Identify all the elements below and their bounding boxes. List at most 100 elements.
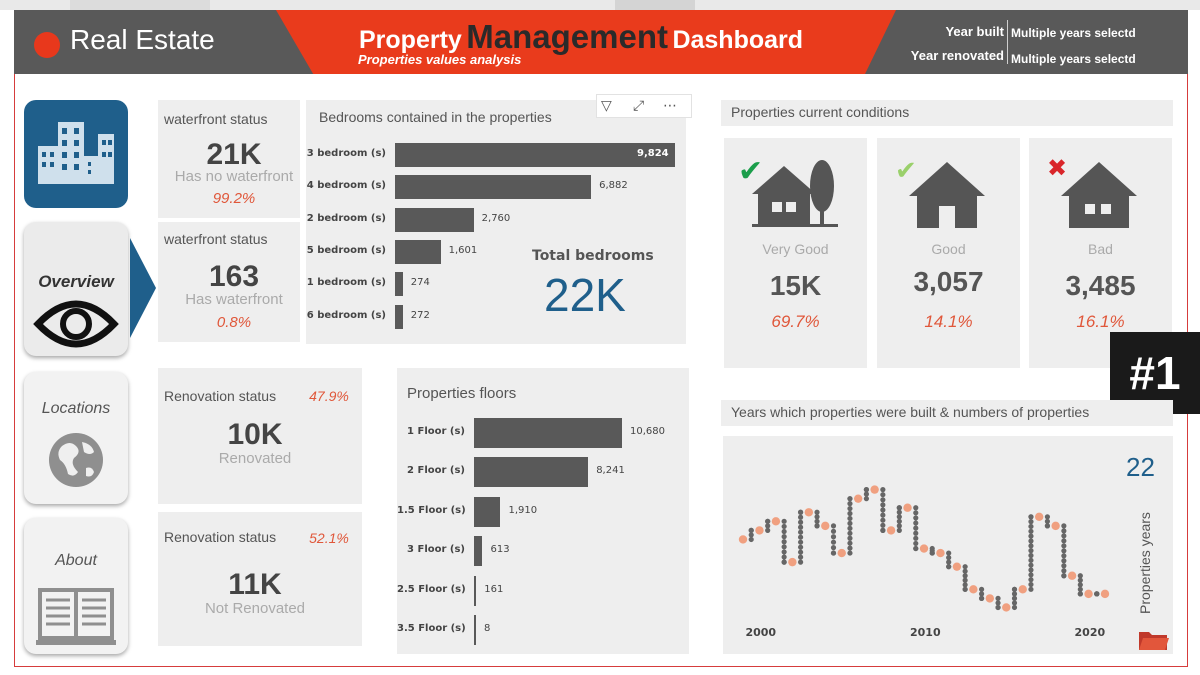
trail-dot [880, 512, 886, 518]
bar[interactable] [474, 575, 477, 606]
waterfront-yes-pct: 0.8% [216, 314, 252, 331]
bar[interactable] [395, 143, 675, 167]
trail-dot [913, 505, 919, 511]
condition-very-good-label: Very Good [762, 241, 829, 257]
home-tile[interactable] [24, 100, 128, 208]
trail-dot [748, 536, 754, 543]
book-icon [36, 588, 116, 645]
data-point[interactable] [1018, 585, 1027, 594]
data-point[interactable] [919, 544, 929, 553]
condition-very-good-card: ✔ Very Good 15K 69.7% [724, 138, 867, 368]
data-point[interactable] [969, 585, 978, 594]
data-point[interactable] [738, 535, 748, 544]
trail-dot [962, 564, 968, 570]
active-nav-pointer [130, 238, 156, 338]
trail-dot [847, 510, 853, 517]
bar-category-label: 1 Floor (s) [407, 426, 465, 437]
data-point[interactable] [853, 494, 863, 503]
data-point[interactable] [1051, 521, 1060, 531]
data-point[interactable] [821, 521, 830, 531]
bar[interactable] [395, 272, 403, 297]
trail-dot [880, 497, 886, 503]
data-point[interactable] [1002, 603, 1011, 612]
trail-dot [995, 595, 1001, 601]
bar[interactable] [474, 536, 483, 567]
data-point[interactable] [1067, 571, 1077, 580]
trail-dot [1061, 528, 1067, 534]
filter-icon[interactable]: ▽ [601, 98, 612, 114]
eye-icon [33, 300, 119, 348]
data-point[interactable] [1084, 589, 1093, 599]
bar[interactable] [474, 418, 622, 448]
trail-dot [913, 545, 919, 552]
trail-dot [814, 518, 820, 524]
filter-label-year-built: Year built [945, 24, 1004, 39]
data-point[interactable] [903, 503, 912, 512]
data-point[interactable] [771, 517, 781, 526]
trail-dot [995, 604, 1001, 611]
focus-mode-icon[interactable]: ⤢ [633, 98, 645, 114]
condition-bad-card: ✖ Bad 3,485 16.1% [1029, 138, 1172, 368]
trail-dot [1028, 557, 1034, 563]
nav-about-button[interactable]: About [24, 518, 128, 654]
bedrooms-chart-title: Bedrooms contained in the properties [319, 109, 552, 125]
waterfront-no-label: Has no waterfront [174, 168, 294, 185]
tab-placeholder[interactable] [615, 0, 695, 10]
bar-value-label: 613 [490, 544, 510, 556]
bar[interactable] [395, 239, 441, 264]
trail-dot [1044, 523, 1051, 529]
data-point[interactable] [952, 562, 962, 571]
waterfront-card-has: waterfront status 163 Has waterfront 0.8… [158, 222, 300, 342]
trail-dot [913, 530, 919, 536]
bar[interactable] [474, 496, 501, 527]
data-point[interactable] [985, 594, 995, 603]
bar-category-label: 5 bedroom (s) [306, 244, 386, 256]
data-point[interactable] [788, 557, 797, 567]
trail-dot [1061, 543, 1067, 549]
trail-dot [1061, 538, 1067, 544]
renovated-value: 10K [227, 418, 283, 451]
trail-dot [1028, 581, 1034, 588]
bar[interactable] [474, 457, 589, 488]
trail-dot [830, 550, 837, 556]
trail-dot [781, 554, 787, 560]
trail-dot [847, 540, 853, 546]
data-point[interactable] [755, 526, 764, 535]
house-icon [909, 162, 985, 228]
trail-dot [797, 514, 804, 520]
nav-locations-button[interactable]: Locations [24, 372, 128, 504]
tab-placeholder[interactable] [70, 0, 210, 10]
waterfront-no-pct: 99.2% [212, 190, 256, 207]
trail-dot [1028, 562, 1034, 568]
bar[interactable] [395, 304, 403, 329]
bar[interactable] [395, 175, 592, 200]
waterfront-no-value: 21K [206, 138, 262, 171]
data-point[interactable] [936, 548, 945, 558]
trail-dot [1028, 523, 1034, 530]
data-point[interactable] [804, 508, 814, 517]
data-point[interactable] [870, 485, 879, 494]
trail-dot [913, 540, 919, 547]
data-point[interactable] [1034, 512, 1044, 521]
properties-years-count: 22 [1126, 452, 1155, 482]
data-point[interactable] [1100, 589, 1110, 599]
data-point[interactable] [886, 526, 896, 535]
more-options-icon[interactable]: ⋯ [663, 98, 677, 114]
filter-year-renovated-slicer[interactable]: Multiple years selectd [1011, 52, 1136, 66]
trail-dot [913, 520, 919, 526]
trail-dot [1011, 586, 1018, 592]
folder-icon[interactable] [1137, 626, 1171, 652]
trail-dot [929, 550, 935, 556]
nav-overview-label: Overview [38, 272, 114, 291]
trail-dot [765, 518, 771, 524]
data-point[interactable] [837, 548, 846, 558]
years-chart-card: 2000 2010 2020 22 Properties years [723, 436, 1173, 654]
bar[interactable] [395, 207, 474, 232]
dashboard-subtitle: Properties values analysis [358, 52, 522, 67]
house-icon [1061, 162, 1137, 228]
filter-year-built-slicer[interactable]: Multiple years selectd [1011, 26, 1136, 40]
trail-dot [748, 527, 754, 533]
bar[interactable] [474, 615, 476, 645]
trail-dot [797, 529, 804, 535]
nav-overview-button[interactable]: Overview [24, 222, 128, 356]
